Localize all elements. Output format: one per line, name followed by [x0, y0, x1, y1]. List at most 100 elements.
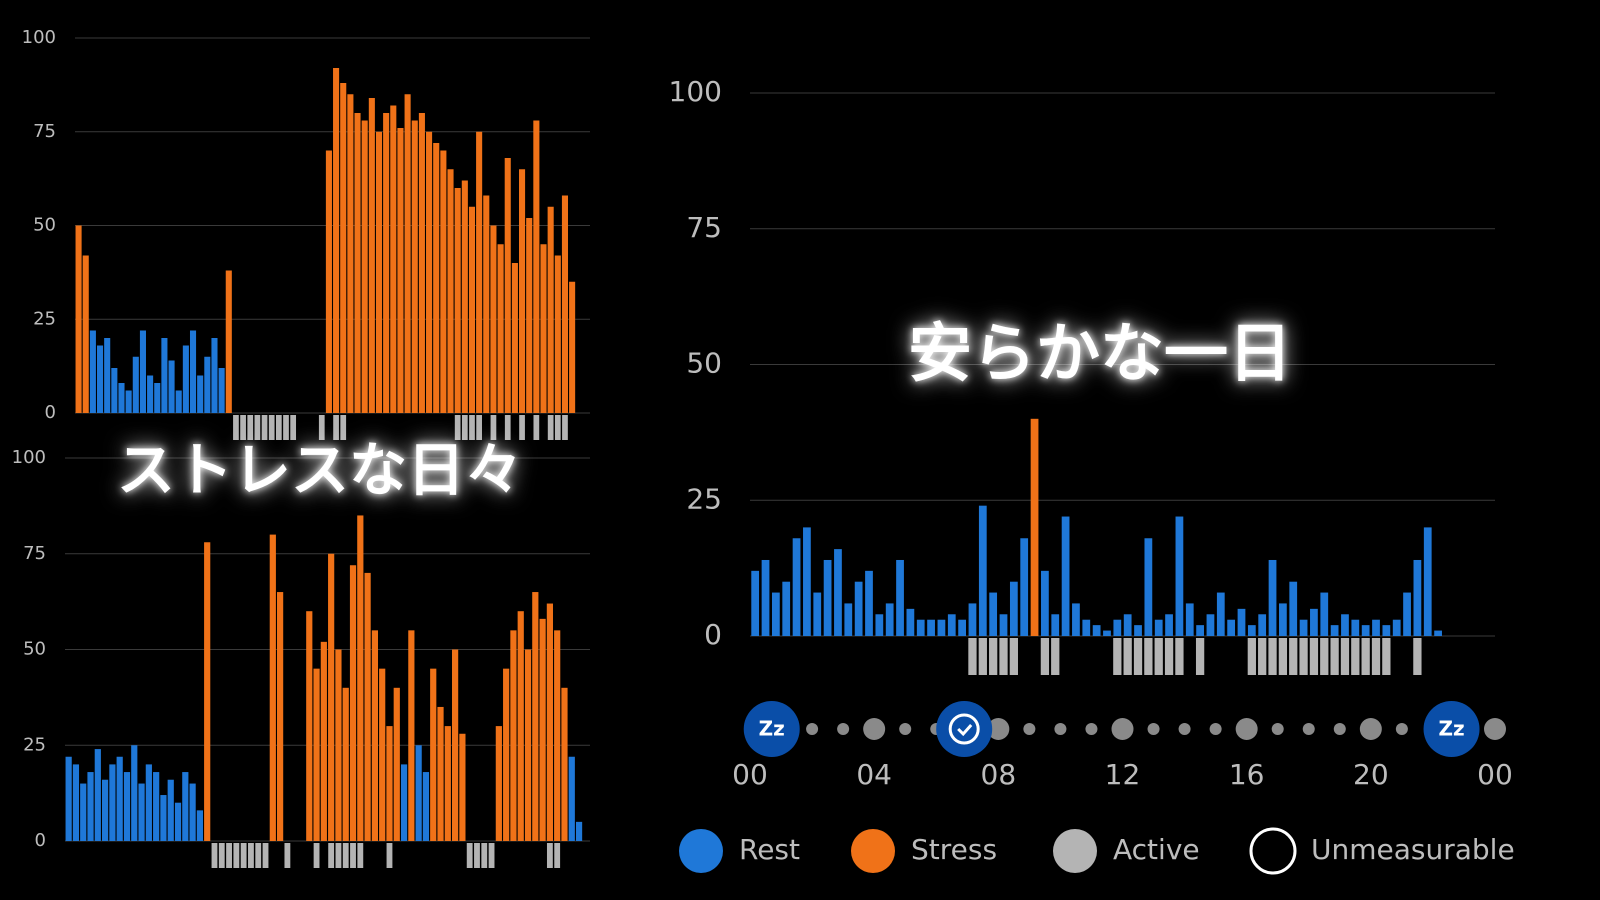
- timeline-dot: [899, 723, 912, 735]
- stress-bar: [154, 383, 161, 413]
- stress-bar: [1103, 630, 1111, 636]
- legend-swatch: [1053, 829, 1097, 873]
- stress-bar: [575, 821, 583, 841]
- stress-bar: [1165, 614, 1173, 636]
- active-strip: [1154, 638, 1163, 675]
- active-strip: [1320, 638, 1329, 675]
- stress-bar: [1258, 614, 1267, 636]
- stress-bar: [1206, 614, 1215, 636]
- active-strip: [466, 843, 473, 868]
- legend-swatch: [1249, 827, 1297, 875]
- stress-bar: [751, 570, 760, 636]
- active-strip: [284, 843, 291, 868]
- stress-bar: [916, 619, 925, 636]
- stress-bar: [561, 195, 569, 413]
- stress-bar: [1030, 418, 1039, 636]
- active-strip: [474, 843, 480, 868]
- x-tick-label: 12: [1105, 758, 1141, 791]
- stress-bar: [844, 603, 853, 636]
- stress-bar: [978, 505, 987, 636]
- active-strip: [1195, 638, 1205, 675]
- stress-bar: [533, 120, 540, 413]
- active-strip: [386, 843, 393, 868]
- stress-bar: [526, 218, 533, 413]
- stress-bar: [947, 614, 956, 636]
- stress-bar: [433, 143, 440, 413]
- stress-bar: [364, 572, 371, 841]
- active-strip: [562, 415, 568, 440]
- stress-bar: [444, 726, 451, 841]
- active-strip: [504, 415, 511, 440]
- active-strip: [1413, 638, 1422, 675]
- stress-bar: [761, 559, 770, 636]
- active-strip: [357, 843, 364, 868]
- active-strip: [1299, 638, 1308, 675]
- active-strip: [1113, 638, 1122, 675]
- stress-bar: [89, 330, 96, 413]
- stress-bar: [1082, 619, 1091, 636]
- stress-bar: [1154, 619, 1163, 636]
- stress-bar: [408, 630, 415, 841]
- active-strip: [218, 843, 225, 868]
- stress-bar: [989, 592, 998, 636]
- stress-bar: [875, 614, 884, 636]
- stress-bar: [803, 527, 811, 636]
- y-tick-label: 50: [23, 639, 46, 660]
- stress-bar: [160, 795, 167, 841]
- active-strip: [488, 843, 495, 868]
- x-tick-label: 16: [1229, 758, 1265, 791]
- stress-bar: [1227, 619, 1236, 636]
- active-strip: [1040, 638, 1050, 675]
- timeline-dot: [1085, 723, 1098, 735]
- active-strip: [248, 843, 254, 868]
- timeline-dot: [1023, 723, 1036, 735]
- stress-bar: [1392, 619, 1401, 636]
- stress-bar: [1216, 592, 1225, 636]
- stress-bar: [379, 668, 386, 841]
- legend-label: Rest: [739, 833, 800, 866]
- stress-bar: [80, 783, 87, 841]
- stress-bar: [1382, 625, 1391, 636]
- stress-bar: [519, 169, 526, 413]
- sleep-icon: [743, 701, 800, 757]
- active-strip: [1330, 638, 1339, 675]
- stress-bar: [1175, 516, 1184, 636]
- timeline-dot: [1054, 723, 1067, 735]
- stress-bar: [437, 706, 444, 841]
- stress-bar: [218, 368, 225, 413]
- stress-bar: [390, 105, 397, 413]
- stress-bar: [483, 195, 490, 413]
- stress-bar: [1434, 630, 1442, 636]
- y-tick-label: 50: [33, 215, 56, 236]
- stress-bar: [1061, 516, 1070, 636]
- y-tick-label: 100: [22, 27, 56, 48]
- legend-swatch: [679, 829, 723, 873]
- y-tick-label: 75: [23, 543, 46, 564]
- charts: 0 25 50 75 100 0 25 50 75 100 0 25 50 75 100 00 04 08 12 16…: [12, 27, 1515, 875]
- active-strip: [476, 415, 482, 440]
- stress-bar: [823, 559, 832, 636]
- stress-bar: [132, 356, 139, 413]
- stress-bar: [182, 345, 189, 413]
- stress-bar: [400, 764, 408, 841]
- stress-bar: [554, 255, 561, 413]
- stress-bar: [333, 68, 340, 413]
- stress-bar: [196, 810, 203, 841]
- stress-bar: [104, 338, 111, 413]
- stress-bar: [999, 614, 1008, 636]
- active-strip: [519, 415, 525, 440]
- active-strip: [240, 843, 247, 868]
- stress-bar: [440, 150, 447, 413]
- stress-bar: [771, 592, 780, 636]
- stress-bar: [168, 360, 175, 413]
- active-strip: [554, 415, 561, 440]
- stress-bar: [371, 630, 378, 841]
- active-strip: [1144, 638, 1153, 675]
- stress-bar: [161, 338, 168, 413]
- stress-bar: [411, 120, 418, 413]
- stress-bar: [834, 549, 842, 636]
- stress-bar: [430, 668, 437, 841]
- stress-bar: [145, 764, 152, 841]
- stress-bar: [189, 330, 197, 413]
